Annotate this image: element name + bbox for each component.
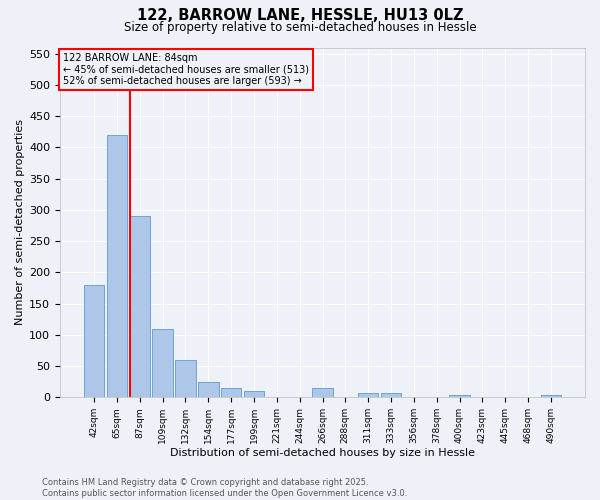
Text: 122, BARROW LANE, HESSLE, HU13 0LZ: 122, BARROW LANE, HESSLE, HU13 0LZ <box>137 8 463 22</box>
Bar <box>198 382 218 397</box>
Text: Size of property relative to semi-detached houses in Hessle: Size of property relative to semi-detach… <box>124 21 476 34</box>
Text: Contains HM Land Registry data © Crown copyright and database right 2025.
Contai: Contains HM Land Registry data © Crown c… <box>42 478 407 498</box>
X-axis label: Distribution of semi-detached houses by size in Hessle: Distribution of semi-detached houses by … <box>170 448 475 458</box>
Bar <box>312 388 333 397</box>
Bar <box>84 285 104 397</box>
Bar <box>358 394 379 397</box>
Bar <box>221 388 241 397</box>
Text: 122 BARROW LANE: 84sqm
← 45% of semi-detached houses are smaller (513)
52% of se: 122 BARROW LANE: 84sqm ← 45% of semi-det… <box>62 52 308 86</box>
Bar <box>107 135 127 397</box>
Bar <box>541 394 561 397</box>
Bar <box>152 328 173 397</box>
Bar <box>449 394 470 397</box>
Y-axis label: Number of semi-detached properties: Number of semi-detached properties <box>15 120 25 326</box>
Bar <box>130 216 150 397</box>
Bar <box>244 391 264 397</box>
Bar <box>175 360 196 397</box>
Bar <box>381 393 401 397</box>
